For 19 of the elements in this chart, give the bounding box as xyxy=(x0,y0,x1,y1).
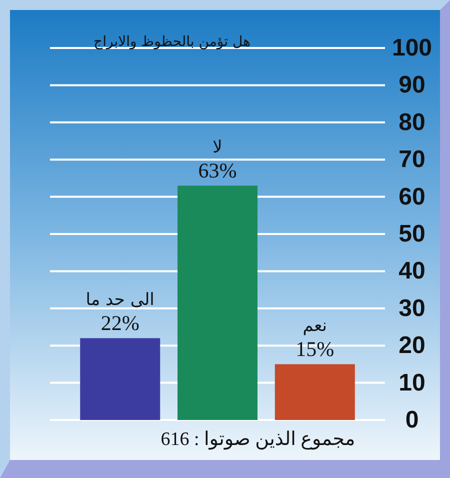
data-label: 15% xyxy=(296,337,334,362)
y-tick-label: 50 xyxy=(398,220,426,248)
data-label: 63% xyxy=(198,158,237,183)
y-tick-label: 20 xyxy=(398,332,426,360)
data-label: 22% xyxy=(100,311,140,336)
y-tick-label: 80 xyxy=(398,108,426,136)
y-tick-label: 60 xyxy=(398,183,426,210)
x-tick-label: لا xyxy=(212,138,222,158)
y-tick-label: 0 xyxy=(405,406,419,434)
y-tick-label: 70 xyxy=(398,146,426,174)
x-tick-label: الى حد ما xyxy=(86,290,154,310)
y-tick-label: 30 xyxy=(398,294,426,322)
text: مجموع الذين صوتوا : 616 xyxy=(160,429,356,450)
chart-title: هل تؤمن بالحظوظ والابراج xyxy=(94,34,250,50)
y-tick-label: 40 xyxy=(398,258,426,285)
y-tick-label: 10 xyxy=(398,369,426,396)
y-tick-label: 100 xyxy=(392,34,432,62)
x-tick-label: نعم xyxy=(302,316,328,336)
y-tick-label: 90 xyxy=(398,72,426,99)
